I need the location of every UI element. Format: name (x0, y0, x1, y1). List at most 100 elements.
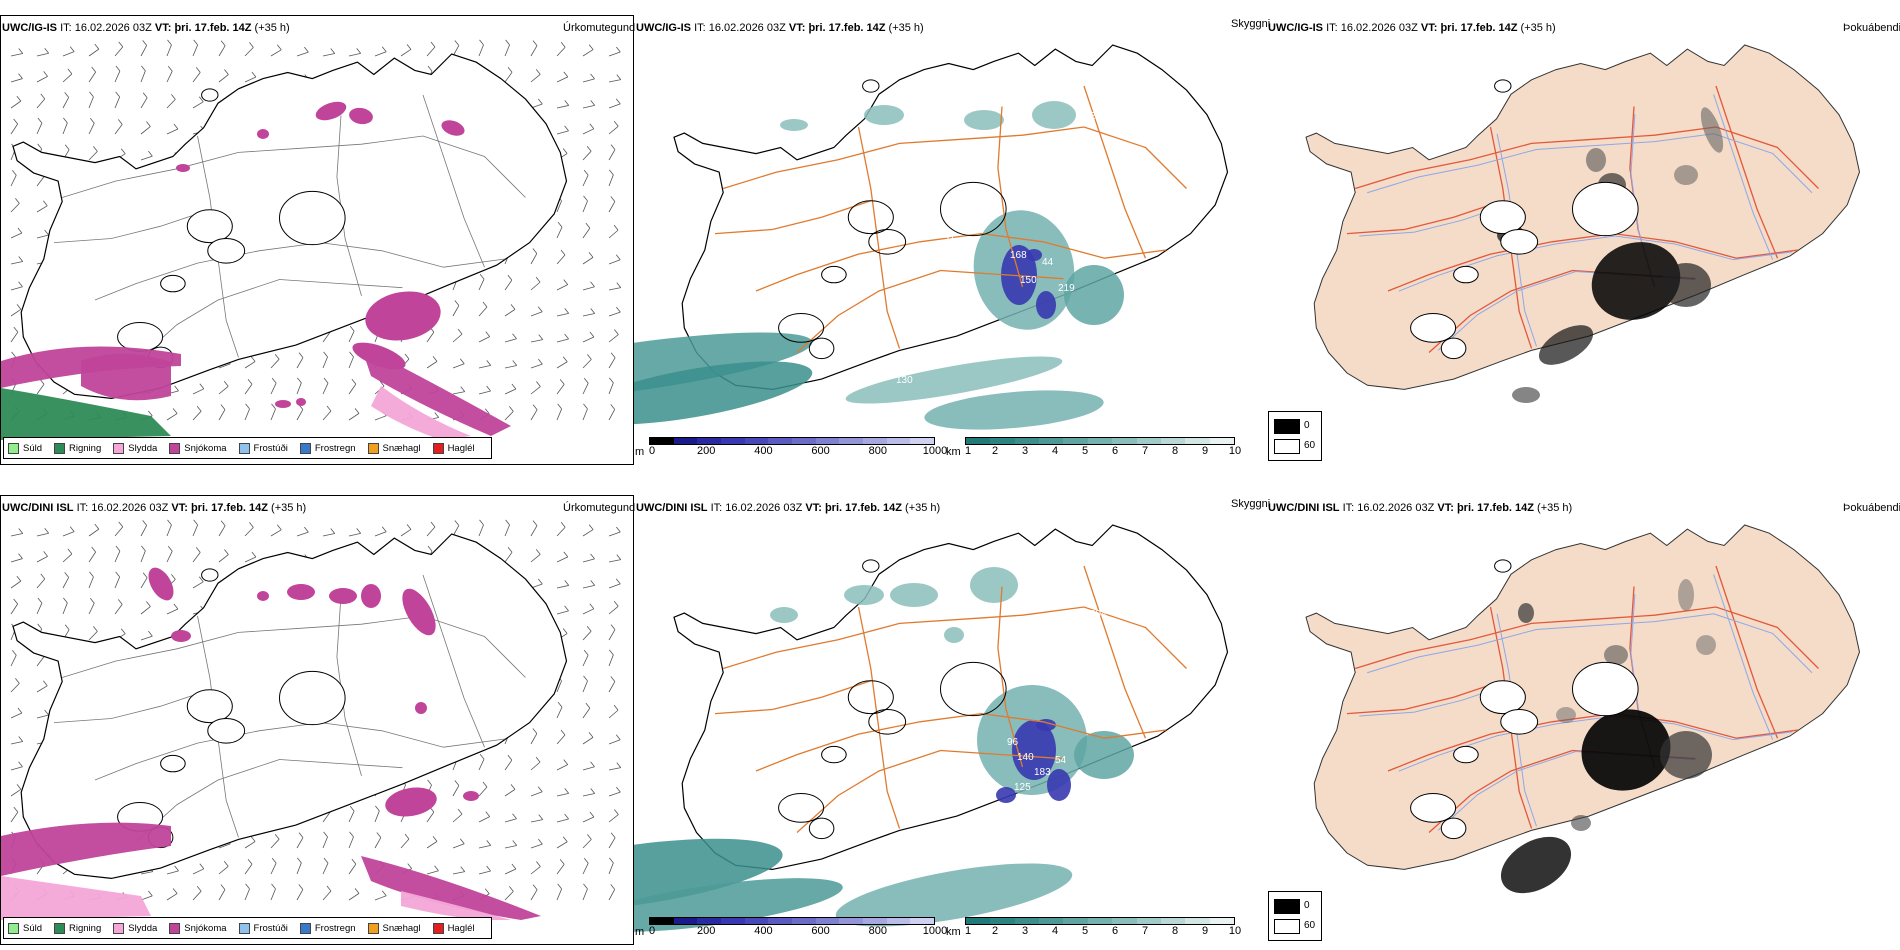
wind-barb (296, 357, 304, 369)
wind-barb-feather (271, 377, 277, 384)
wind-barb-feather (586, 625, 592, 632)
colorbar-cell (1014, 918, 1040, 924)
wind-barb-feather (381, 890, 387, 897)
ceiling-value-label: 288 (1114, 243, 1131, 254)
wind-barb (218, 409, 226, 421)
road-line (1355, 606, 1819, 670)
precip-area (1, 822, 171, 876)
wind-barb-feather (220, 404, 226, 410)
road-line (723, 606, 1187, 670)
wind-barb-feather (323, 857, 329, 864)
colorbar-cell (1209, 438, 1234, 444)
wind-barb (244, 76, 257, 83)
wind-barb (582, 105, 595, 109)
wind-barb (166, 128, 179, 135)
wind-barb (400, 529, 412, 537)
wind-barb-feather (559, 859, 565, 865)
glacier-outline (1410, 313, 1457, 343)
wind-barb (582, 227, 591, 239)
wind-barb-feather (532, 728, 538, 734)
wind-barb (556, 585, 569, 589)
legend-swatch (432, 922, 444, 934)
wind-barb (114, 550, 121, 563)
wind-barb (140, 871, 153, 875)
wind-barb-feather (13, 118, 18, 125)
legend-swatch (432, 442, 444, 454)
wind-barb-feather (479, 753, 485, 760)
wind-barb-feather (589, 811, 595, 818)
wind-barb-feather (69, 46, 75, 52)
wind-barb-feather (588, 524, 594, 530)
wind-barb (478, 786, 488, 797)
wind-barb-feather (271, 403, 276, 410)
wind-barb (504, 309, 516, 317)
wind-barb-feather (509, 886, 514, 892)
ceiling-value-label: 219 (1058, 283, 1075, 294)
fog-area (1518, 603, 1534, 623)
wind-barb (62, 73, 73, 83)
wind-barb (348, 356, 354, 369)
panel-type-label: Skyggni (1231, 18, 1271, 30)
ceiling-area (1036, 291, 1056, 319)
wind-barb-feather (557, 883, 562, 890)
snow-area (148, 567, 174, 601)
wind-barb-feather (564, 100, 570, 106)
glacier-outline (868, 709, 907, 735)
colorbar-cell (768, 438, 793, 444)
legend-label: Snjókoma (184, 442, 227, 454)
wind-barb-feather (587, 354, 592, 360)
wind-barb (114, 604, 123, 615)
legend-label: Slydda (128, 922, 158, 934)
wind-barb-feather (356, 48, 362, 54)
wind-barb (140, 126, 151, 135)
wind-barb-feather (69, 526, 75, 532)
glacier-outline (117, 322, 164, 352)
colorbar-tick: 5 (1081, 925, 1089, 937)
wind-barb (478, 306, 488, 317)
wind-barb-feather (590, 788, 596, 794)
wind-barb-feather (583, 377, 589, 384)
precip-area (81, 353, 171, 401)
wind-barb (582, 863, 589, 875)
wind-barb (10, 286, 23, 291)
road-line (714, 200, 872, 235)
wind-barb-feather (615, 46, 621, 53)
wind-barb-feather (586, 145, 592, 152)
wind-barb-feather (147, 410, 153, 417)
road-line (997, 586, 1024, 768)
wind-barb (218, 525, 226, 537)
wind-barb (478, 278, 485, 291)
wind-barb-feather (434, 865, 439, 871)
glacier-outline (868, 229, 907, 255)
wind-barb-feather (174, 865, 179, 872)
wind-barb-feather (251, 551, 257, 558)
wind-barb-feather (67, 68, 73, 75)
wind-barb (504, 411, 514, 421)
wind-barb-feather (224, 549, 229, 555)
legend-label: Snæhagl (382, 442, 421, 454)
glacier-outline (862, 79, 880, 93)
visibility-colorbar: 1 2 3 4 5 6 7 8 9 10 km (946, 437, 1241, 459)
wind-barb-feather (195, 547, 201, 553)
wind-barb (504, 891, 514, 901)
wind-barb-feather (223, 381, 229, 387)
wind-barb-feather (613, 704, 619, 711)
wind-barb (36, 602, 43, 615)
legend-item: Slydda (113, 442, 157, 454)
wind-barb-feather (199, 383, 205, 390)
road-line (1387, 712, 1799, 772)
glacier-outline (160, 274, 186, 293)
wind-barb-feather (610, 196, 616, 202)
wind-barb-feather (274, 833, 280, 840)
wind-barb (62, 51, 75, 57)
wind-barb-feather (117, 119, 123, 125)
legend-item: Rigning (54, 922, 101, 934)
title-row2-p2: UWC/DINI ISL IT: 16.02.2026 03Z VT: þri.… (636, 502, 941, 514)
wind-barb-feather (323, 377, 329, 384)
legend-label: Frostúði (253, 922, 288, 934)
colorbar-tick: 10 (1228, 925, 1242, 937)
wind-barb (140, 525, 148, 537)
glacier-outline (778, 313, 825, 343)
glacier-outline (1572, 661, 1639, 717)
